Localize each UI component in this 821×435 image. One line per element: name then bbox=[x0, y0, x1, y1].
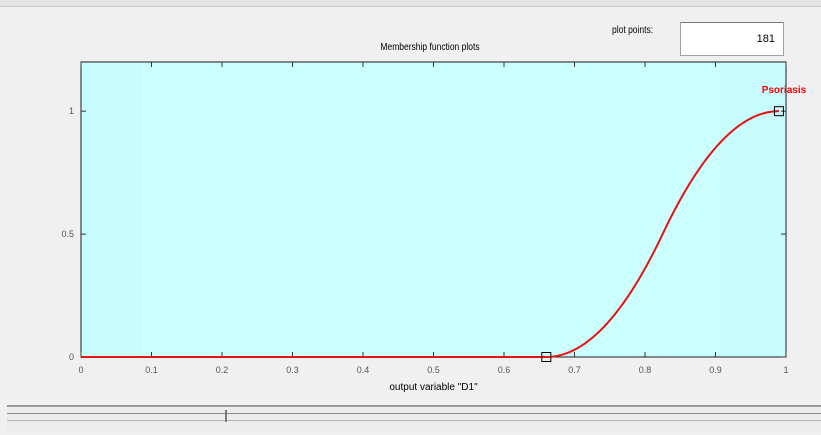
plot-points-input[interactable] bbox=[680, 22, 784, 56]
plot-points-label: plot points: bbox=[612, 25, 654, 36]
mf-curve-0 bbox=[81, 110, 779, 358]
window-top-edge bbox=[0, 0, 821, 7]
chart-title: Membership function plots bbox=[380, 42, 480, 53]
x-tick-label: 0 bbox=[78, 365, 83, 375]
x-tick-label: 0.5 bbox=[427, 365, 440, 375]
x-tick-label: 0.9 bbox=[709, 365, 722, 375]
mf-handle bbox=[541, 352, 552, 362]
x-tick-label: 0.6 bbox=[498, 365, 511, 375]
status-bar-line bbox=[7, 413, 821, 414]
x-tick-label: 1 bbox=[783, 365, 788, 375]
status-bar-line-lower bbox=[7, 420, 821, 421]
membership-function-plot[interactable]: 0 0.1 0.2 0.3 0.4 0.5 0.6 0.7 0.8 0.9 1 0 0.5 1 output… bbox=[0, 0, 821, 405]
mf-handle bbox=[773, 106, 784, 117]
plot-band-left bbox=[82, 63, 142, 356]
x-axis-label: output variable "D1" bbox=[389, 382, 478, 393]
x-tick-label: 0.4 bbox=[357, 365, 370, 375]
x-tick-label: 0.3 bbox=[286, 365, 299, 375]
status-bar-splitter[interactable] bbox=[225, 410, 227, 422]
y-tick-label: 0 bbox=[69, 352, 74, 362]
x-tick-label: 0.1 bbox=[145, 365, 158, 375]
y-tick-label: 1 bbox=[69, 106, 74, 116]
mf-name-label: Psoriasis bbox=[762, 85, 807, 96]
x-tick-label: 0.7 bbox=[568, 365, 581, 375]
x-tick-label: 0.8 bbox=[639, 365, 652, 375]
y-tick-label: 0.5 bbox=[61, 229, 74, 239]
x-tick-label: 0.2 bbox=[216, 365, 229, 375]
bottom-status-bar bbox=[7, 405, 821, 432]
plot-area bbox=[80, 61, 787, 358]
